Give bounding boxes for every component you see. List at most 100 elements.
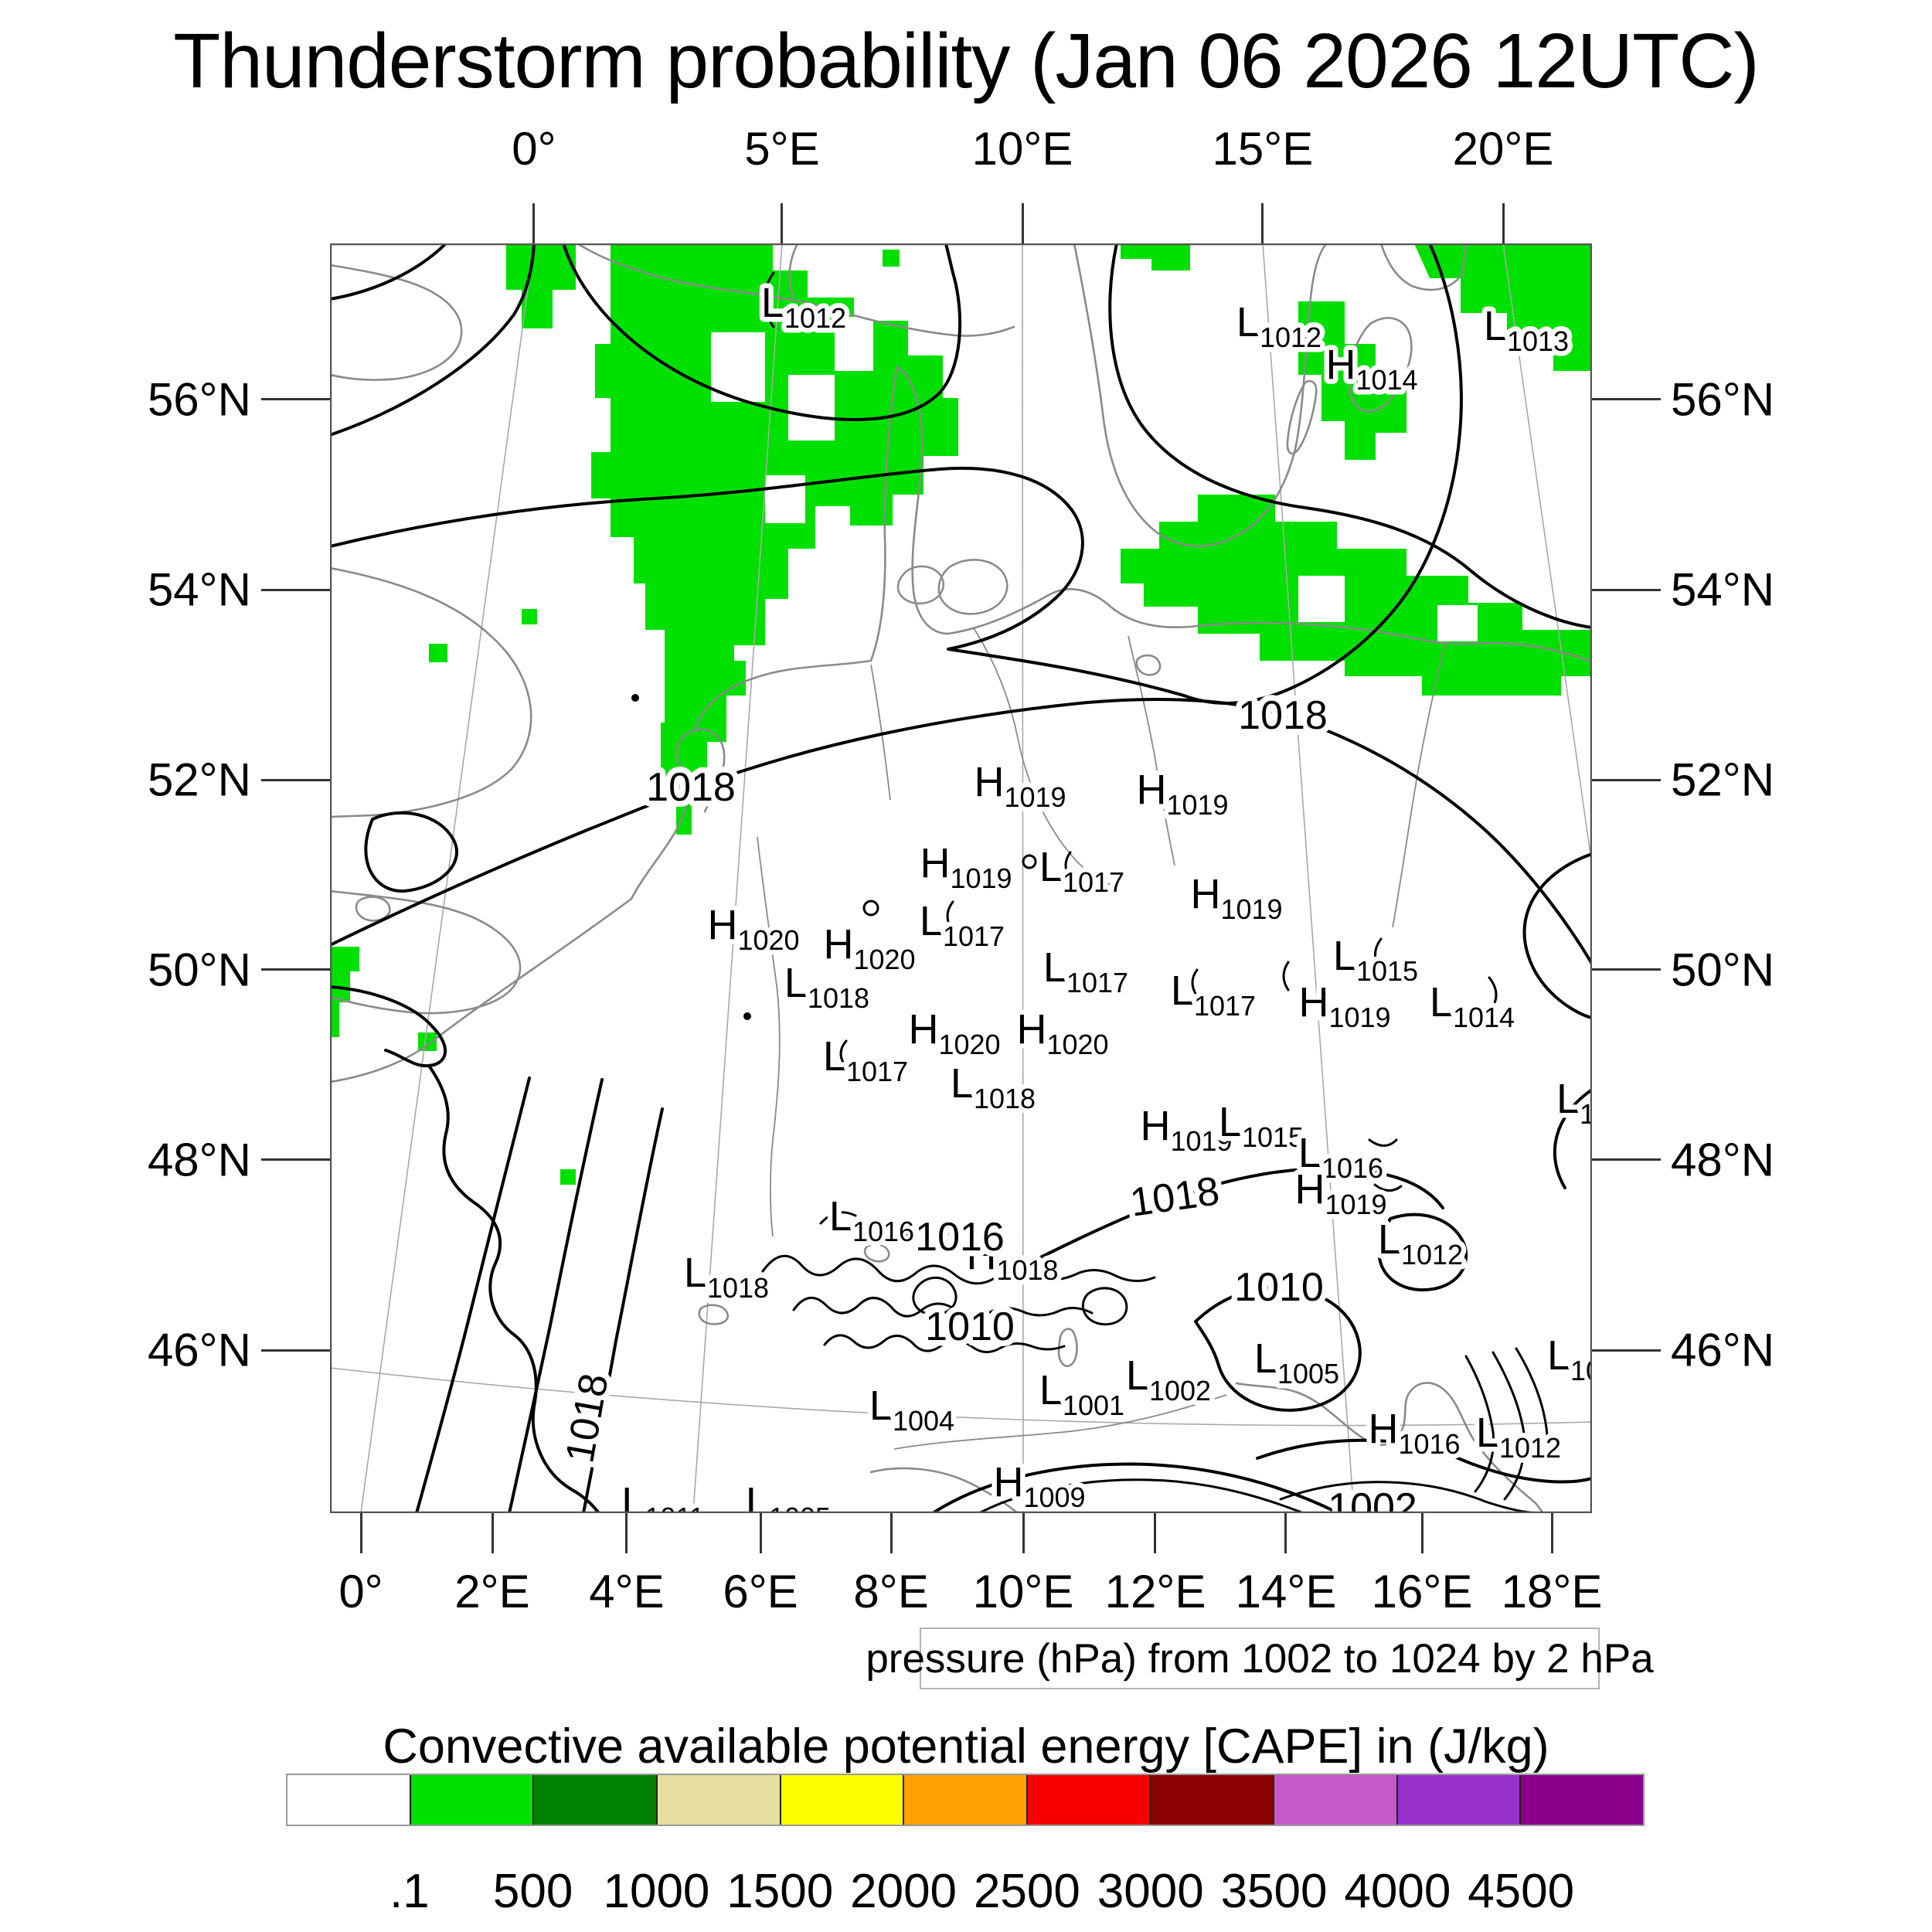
cape-shading-layer <box>330 243 1592 1185</box>
pressure-label-H-1020: H1020 <box>823 921 915 975</box>
left-tick-label: 48°N <box>147 1134 251 1186</box>
left-tick <box>261 398 330 401</box>
pressure-label-L-1015: L1015 <box>1219 1099 1304 1153</box>
pressure-label-H-1009: H1009 <box>993 1459 1085 1513</box>
page-title: Thunderstorm probability (Jan 06 2026 12… <box>173 18 1759 104</box>
bottom-tick <box>359 1513 362 1553</box>
pressure-label-H-1020: H1020 <box>1016 1006 1108 1060</box>
pressure-label-L-1012: L1012 <box>1476 1410 1561 1464</box>
right-tick-label: 46°N <box>1671 1324 1775 1376</box>
colorbar-label-2500: 2500 <box>973 1865 1080 1918</box>
left-tick <box>261 968 330 971</box>
pressure-label-H-1019: H1019 <box>1190 871 1282 925</box>
contour-label-1018: 1018 <box>646 765 736 810</box>
colorbar-caption: Convective available potential energy [C… <box>383 1719 1549 1774</box>
right-tick <box>1592 1349 1661 1352</box>
bottom-tick-label: 16°E <box>1371 1566 1473 1617</box>
bottom-tick <box>759 1513 762 1553</box>
bottom-tick <box>1420 1513 1423 1553</box>
colorbar-segment-5 <box>904 1775 1028 1825</box>
pressure-label-L-1002: L1002 <box>1126 1352 1211 1406</box>
colorbar-segment-1 <box>410 1775 535 1825</box>
pressure-label-L-101: L101 <box>1547 1332 1592 1386</box>
graticule-layer <box>330 243 1592 1513</box>
colorbar-label-4000: 4000 <box>1344 1865 1451 1918</box>
pressure-label-L-1018: L1018 <box>784 960 869 1014</box>
bottom-tick <box>1022 1513 1025 1553</box>
pressure-label-L-1012: L1012 <box>1236 299 1321 353</box>
right-tick <box>1592 968 1661 971</box>
left-tick-label: 56°N <box>147 373 251 426</box>
bottom-tick-label: 10°E <box>972 1566 1074 1617</box>
colorbar-label-.1: .1 <box>389 1865 430 1918</box>
contour-label-1018: 1018 <box>1128 1168 1223 1226</box>
contour-label-1018: 1018 <box>1238 693 1328 738</box>
right-tick-label: 52°N <box>1671 753 1775 806</box>
map-area: L1012 L1012 H1014 L1013 H1019 H1019 H1019 L1017… <box>330 243 1592 1513</box>
isobar-contours-layer <box>330 243 1592 1513</box>
pressure-label-H-1020: H1020 <box>707 902 799 956</box>
top-tick <box>1261 203 1264 243</box>
contour-label-1018: 1018 <box>557 1370 617 1466</box>
colorbar-segment-9 <box>1397 1775 1522 1825</box>
left-tick <box>261 1158 330 1162</box>
pressure-label-L-1005: L1005 <box>1254 1335 1339 1389</box>
pressure-label-L-1013: L1013 <box>1484 303 1569 357</box>
right-tick-label: 50°N <box>1671 944 1775 996</box>
pressure-label-H-1019: H1019 <box>920 840 1012 894</box>
top-tick-label: 10°E <box>971 123 1073 175</box>
cape-colorbar <box>286 1774 1645 1826</box>
pressure-label-L-1005: L1005 <box>746 1479 831 1513</box>
left-tick <box>261 778 330 781</box>
colorbar-segment-3 <box>657 1775 781 1825</box>
colorbar-segment-7 <box>1151 1775 1275 1825</box>
pressure-label-L-1017: L1017 <box>1039 844 1124 898</box>
pressure-label-H-1018: H1018 <box>966 1232 1058 1286</box>
pressure-label-H-1014: H1014 <box>1325 342 1417 396</box>
pressure-label-H-1019: H1019 <box>1140 1103 1232 1157</box>
bottom-tick <box>1284 1513 1287 1553</box>
top-tick <box>1021 203 1024 243</box>
right-tick-label: 54°N <box>1671 563 1775 616</box>
top-tick-label: 5°E <box>744 123 820 175</box>
pressure-note-box: pressure (hPa) from 1002 to 1024 by 2 hP… <box>866 1628 1654 1689</box>
bottom-tick <box>625 1513 628 1553</box>
contour-label-1002: 1002 <box>1328 1485 1417 1513</box>
top-tick <box>532 203 536 243</box>
pressure-label-H-1020: H1020 <box>908 1006 1000 1060</box>
pressure-label-L-1017: L1017 <box>920 898 1005 952</box>
pressure-label-L-1001: L1001 <box>1039 1367 1124 1421</box>
pressure-label-L-1017: L1017 <box>1043 944 1128 998</box>
bottom-tick <box>889 1513 893 1553</box>
bottom-tick-label: 12°E <box>1104 1566 1206 1617</box>
pressure-note-text: pressure (hPa) from 1002 to 1024 by 2 hP… <box>866 1635 1654 1682</box>
pressure-label-L-1016: L1016 <box>829 1193 914 1247</box>
pressure-label-L-1012: L1012 <box>761 280 846 334</box>
bottom-tick-label: 14°E <box>1235 1566 1337 1617</box>
contour-label-1010: 1010 <box>925 1304 1015 1349</box>
left-tick-label: 52°N <box>147 753 251 806</box>
pressure-label-H-1019: H1019 <box>1294 1166 1386 1220</box>
colorbar-label-4500: 4500 <box>1468 1865 1575 1918</box>
top-tick <box>781 203 784 243</box>
right-tick <box>1592 398 1661 401</box>
pressure-label-H-1019: H1019 <box>974 759 1066 813</box>
bottom-tick-label: 6°E <box>723 1566 798 1617</box>
pressure-label-L-1018: L1018 <box>684 1250 769 1304</box>
colorbar-label-2000: 2000 <box>850 1865 957 1918</box>
right-tick-label: 56°N <box>1671 373 1775 426</box>
contour-label-1016: 1016 <box>915 1215 1005 1260</box>
bottom-tick-label: 8°E <box>853 1566 929 1617</box>
bottom-tick <box>1154 1513 1157 1553</box>
right-tick-label: 48°N <box>1671 1134 1775 1186</box>
pressure-label-L-10: L10 <box>1556 1076 1592 1130</box>
colorbar-segment-0 <box>287 1775 411 1825</box>
colorbar-segment-6 <box>1027 1775 1151 1825</box>
right-tick <box>1592 588 1661 591</box>
bottom-tick-label: 2°E <box>454 1566 530 1617</box>
bottom-tick-label: 0° <box>338 1566 383 1617</box>
left-tick <box>261 1349 330 1352</box>
pressure-label-L-1015: L1015 <box>1333 933 1418 987</box>
contour-label-1010: 1010 <box>1234 1265 1324 1310</box>
